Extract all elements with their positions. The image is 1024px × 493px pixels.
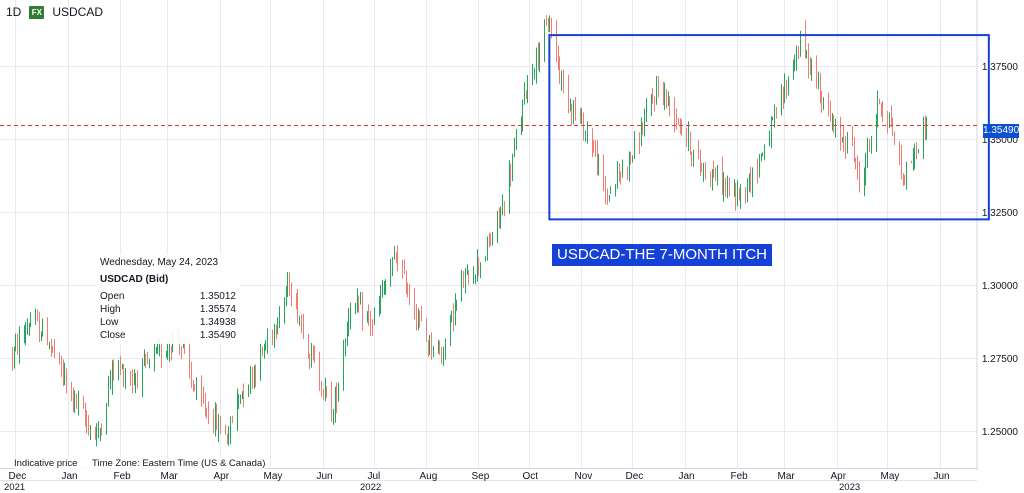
- price-tick-label: 1.30000: [982, 281, 1019, 292]
- tooltip-high-label: High: [100, 304, 121, 315]
- time-tick-label: May: [264, 471, 283, 482]
- year-label: 2022: [360, 482, 381, 493]
- price-tick-label: 1.37500: [982, 62, 1019, 73]
- price-axis-panel: [977, 0, 1024, 470]
- time-tick-label: Apr: [831, 471, 847, 482]
- price-tick-label: 1.27500: [982, 354, 1019, 365]
- time-tick-label: Aug: [420, 471, 438, 482]
- tooltip-title: USDCAD (Bid): [100, 274, 169, 285]
- time-tick-label: Jun: [934, 471, 950, 482]
- timeframe-label[interactable]: 1D: [6, 5, 22, 19]
- price-tick-label: 1.25000: [982, 427, 1019, 438]
- time-tick-label: Mar: [778, 471, 796, 482]
- time-tick-label: Dec: [9, 471, 27, 482]
- tooltip-high-value: 1.35574: [199, 304, 236, 315]
- grid-lines: [0, 0, 977, 468]
- time-tick-label: Jul: [368, 471, 381, 482]
- tooltip-date: Wednesday, May 24, 2023: [100, 257, 219, 268]
- time-axis-ticks: Dec Jan Feb Mar Apr May Jun Jul Aug Sep Oct Nov Dec J…: [4, 471, 950, 493]
- fx-badge-icon: FX: [29, 5, 45, 19]
- price-axis-ticks: 1.37500 1.35000 1.32500 1.30000 1.27500 1.250…: [982, 62, 1019, 438]
- time-tick-label: May: [881, 471, 900, 482]
- chart-footnote: Indicative price Time Zone: Eastern Time…: [14, 458, 266, 469]
- time-tick-label: Jan: [679, 471, 695, 482]
- tooltip-open-value: 1.35012: [199, 291, 236, 302]
- tooltip-row-open: Open 1.35012: [100, 290, 236, 303]
- symbol-toolbar: 1D FX USDCAD: [6, 4, 103, 20]
- year-label: 2023: [839, 482, 860, 493]
- tooltip-low-label: Low: [100, 317, 119, 328]
- tooltip-low-value: 1.34938: [199, 317, 236, 328]
- ohlc-bars: [12, 15, 927, 447]
- time-tick-label: Sep: [472, 471, 490, 482]
- tooltip-close-value: 1.35490: [199, 330, 236, 341]
- annotation-label[interactable]: USDCAD-THE 7-MONTH ITCH: [552, 244, 772, 266]
- time-tick-label: Apr: [214, 471, 230, 482]
- timezone-note[interactable]: Time Zone: Eastern Time (US & Canada): [92, 458, 266, 469]
- tooltip-open-label: Open: [100, 291, 125, 302]
- time-tick-label: Feb: [114, 471, 132, 482]
- time-tick-label: Mar: [161, 471, 179, 482]
- time-tick-label: Jun: [317, 471, 333, 482]
- time-tick-label: Oct: [523, 471, 539, 482]
- tooltip-row-close: Close 1.35490: [100, 329, 236, 342]
- price-tick-label: 1.35000: [982, 135, 1019, 146]
- symbol-name[interactable]: USDCAD: [52, 5, 104, 19]
- time-tick-label: Jan: [62, 471, 78, 482]
- tooltip-row-low: Low 1.34938: [100, 316, 236, 329]
- time-tick-label: Feb: [731, 471, 749, 482]
- year-label: 2021: [4, 482, 25, 493]
- tooltip-row-high: High 1.35574: [100, 303, 236, 316]
- price-tick-label: 1.32500: [982, 208, 1019, 219]
- indicative-price-note: Indicative price: [14, 458, 78, 469]
- time-tick-label: Nov: [575, 471, 593, 482]
- tooltip-close-label: Close: [100, 330, 126, 341]
- time-tick-label: Dec: [626, 471, 644, 482]
- last-price-tag: 1.35490: [983, 124, 1020, 138]
- ohlc-tooltip: Wednesday, May 24, 2023 USDCAD (Bid) Ope…: [96, 254, 240, 344]
